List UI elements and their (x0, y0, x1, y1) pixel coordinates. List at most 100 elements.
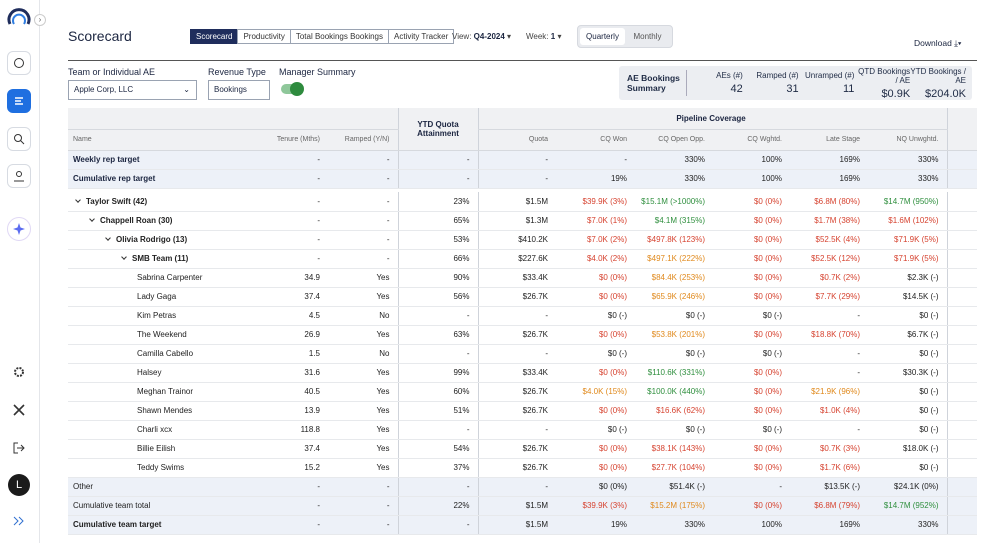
cell: - (255, 150, 328, 169)
period-option[interactable]: Quarterly (580, 28, 625, 45)
column-header: CQ Wghtd. (713, 129, 790, 150)
column-header: Tenure (Mths) (255, 129, 328, 150)
nav-icon[interactable] (7, 127, 31, 151)
cell: - (398, 420, 478, 439)
settings-icon[interactable] (13, 366, 25, 378)
row-name: Charli xcx (68, 420, 255, 439)
tab[interactable]: Total Bookings Bookings (290, 29, 389, 44)
cell: $18.0K (-) (868, 439, 947, 458)
table-row[interactable]: Lady Gaga37.4Yes56%$26.7K$0 (0%)$65.9K (… (68, 287, 977, 306)
table-row[interactable]: Cumulative team total--22%$1.5M$39.9K (3… (68, 496, 977, 515)
table-row[interactable]: Taylor Swift (42)--23%$1.5M$39.9K (3%)$1… (68, 192, 977, 211)
table-row[interactable]: Teddy Swims15.2Yes37%$26.7K$0 (0%)$27.7K… (68, 458, 977, 477)
cell: 54% (398, 439, 478, 458)
cell: $0 (0%) (713, 287, 790, 306)
tab[interactable]: Scorecard (190, 29, 238, 44)
cell: 53% (398, 230, 478, 249)
cell: 330% (868, 515, 947, 534)
cell: Yes (328, 420, 398, 439)
cell: - (255, 211, 328, 230)
cell: - (328, 169, 398, 188)
avatar[interactable]: L (8, 474, 30, 496)
nav-icon[interactable] (7, 89, 31, 113)
view-value: Q4-2024 (474, 32, 505, 41)
expand-icon[interactable] (13, 516, 25, 526)
row-name: Shawn Mendes (68, 401, 255, 420)
row-name: Cumulative team target (68, 515, 255, 534)
table-row[interactable]: Charli xcx118.8Yes--$0 (-)$0 (-)$0 (-)-$… (68, 420, 977, 439)
nav-icon[interactable] (7, 164, 31, 188)
cell: $71.9K (5%) (868, 249, 947, 268)
cell: $0 (0%) (556, 325, 635, 344)
cell: 4.5 (255, 306, 328, 325)
table-row[interactable]: Weekly rep target-----330%100%169%330% (68, 150, 977, 169)
view-selector[interactable]: View: Q4-2024 ▾ (452, 32, 511, 41)
cell: 31.6 (255, 363, 328, 382)
cell: 99% (398, 363, 478, 382)
table-row[interactable]: Cumulative team target---$1.5M19%330%100… (68, 515, 977, 534)
table-row[interactable]: Olivia Rodrigo (13)--53%$410.2K$7.0K (2%… (68, 230, 977, 249)
expand-chevron[interactable] (89, 216, 95, 222)
tab[interactable]: Activity Tracker (388, 29, 454, 44)
cell: $0 (0%) (713, 401, 790, 420)
cell: 26.9 (255, 325, 328, 344)
cell: - (328, 192, 398, 211)
manager-switch[interactable] (281, 84, 303, 94)
logout-icon[interactable] (13, 442, 25, 454)
cell: - (478, 420, 556, 439)
table-row[interactable]: The Weekend26.9Yes63%$26.7K$0 (0%)$53.8K… (68, 325, 977, 344)
table-row[interactable]: SMB Team (11)--66%$227.6K$4.0K (2%)$497.… (68, 249, 977, 268)
cell: $33.4K (478, 363, 556, 382)
cell: - (328, 477, 398, 496)
download-button[interactable]: Download ⤓▾ (914, 38, 962, 49)
table-row[interactable]: Camilla Cabello1.5No--$0 (-)$0 (-)$0 (-)… (68, 344, 977, 363)
cell: $15.1M (>1000%) (635, 192, 713, 211)
team-dropdown[interactable]: Apple Corp, LLC⌄ (68, 80, 197, 100)
table-row[interactable]: Cumulative rep target----19%330%100%169%… (68, 169, 977, 188)
tab[interactable]: Productivity (237, 29, 290, 44)
cell: $0 (-) (868, 344, 947, 363)
cell: $0 (0%) (556, 477, 635, 496)
table-row[interactable]: Shawn Mendes13.9Yes51%$26.7K$0 (0%)$16.6… (68, 401, 977, 420)
period-option[interactable]: Monthly (625, 28, 670, 45)
cell: - (328, 150, 398, 169)
expand-chevron[interactable] (121, 254, 127, 260)
cell: $0 (-) (868, 306, 947, 325)
column-header: Quota (478, 129, 556, 150)
table-row[interactable]: Sabrina Carpenter34.9Yes90%$33.4K$0 (0%)… (68, 268, 977, 287)
collapse-button[interactable]: › (34, 14, 46, 26)
table-row[interactable]: Kim Petras4.5No--$0 (-)$0 (-)$0 (-)-$0 (… (68, 306, 977, 325)
expand-chevron[interactable] (105, 235, 111, 241)
ai-icon[interactable] (7, 217, 31, 241)
cell: $0 (0%) (713, 211, 790, 230)
week-selector[interactable]: Week: 1 ▾ (526, 32, 561, 41)
cell: - (328, 249, 398, 268)
cell: $53.8K (201%) (635, 325, 713, 344)
table-row[interactable]: Meghan Trainor40.5Yes60%$26.7K$4.0K (15%… (68, 382, 977, 401)
cell: 330% (868, 150, 947, 169)
cell: - (328, 211, 398, 230)
row-name: Chappell Roan (30) (68, 211, 255, 230)
cell: $0 (0%) (556, 363, 635, 382)
download-label: Download (914, 38, 952, 48)
expand-chevron[interactable] (75, 197, 81, 203)
cell: $0 (0%) (713, 230, 790, 249)
view-label: View: (452, 32, 471, 41)
cell: $30.3K (-) (868, 363, 947, 382)
cell-blank (947, 306, 977, 325)
cell: 100% (713, 169, 790, 188)
tools-icon[interactable] (13, 404, 25, 416)
table-row[interactable]: Chappell Roan (30)--65%$1.3M$7.0K (1%)$4… (68, 211, 977, 230)
table-row[interactable]: Halsey31.6Yes99%$33.4K$0 (0%)$110.6K (33… (68, 363, 977, 382)
cell: $65.9K (246%) (635, 287, 713, 306)
revenue-dropdown[interactable]: Bookings (208, 80, 270, 100)
cell: 23% (398, 192, 478, 211)
group-header: Pipeline Coverage (478, 108, 947, 129)
logo (6, 8, 32, 34)
cell: $0 (0%) (713, 496, 790, 515)
cell: $0 (-) (635, 420, 713, 439)
table-row[interactable]: Billie Eilish37.4Yes54%$26.7K$0 (0%)$38.… (68, 439, 977, 458)
cell: $0 (-) (868, 382, 947, 401)
nav-icon[interactable] (7, 51, 31, 75)
table-row[interactable]: Other----$0 (0%)$51.4K (-)-$13.5K (-)$24… (68, 477, 977, 496)
